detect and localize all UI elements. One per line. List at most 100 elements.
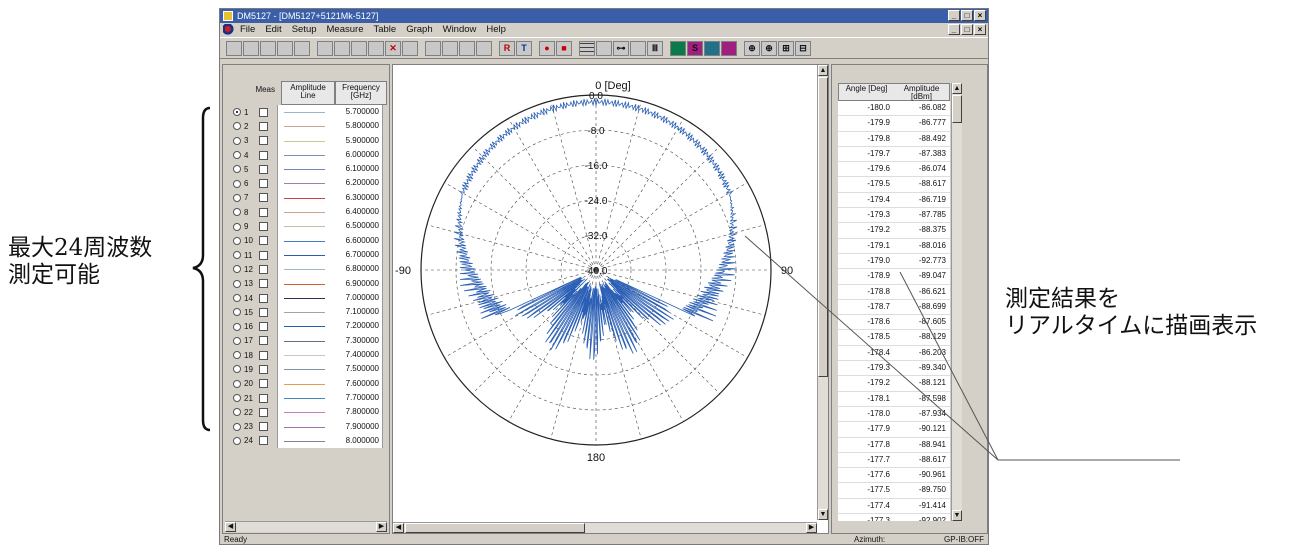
maximize-button[interactable]: □ bbox=[961, 10, 973, 21]
close-button[interactable]: × bbox=[974, 10, 986, 21]
scroll-right-button[interactable]: ▶ bbox=[376, 522, 387, 532]
amplitude-line-swatch[interactable] bbox=[277, 176, 331, 191]
left-horizontal-scrollbar[interactable]: ◀ ▶ bbox=[225, 521, 387, 532]
amplitude-line-swatch[interactable] bbox=[277, 390, 331, 406]
measurement-row[interactable]: 22 7.800000 bbox=[227, 405, 387, 420]
new-icon[interactable] bbox=[226, 41, 242, 56]
open-icon[interactable] bbox=[243, 41, 259, 56]
select-radio[interactable] bbox=[233, 436, 241, 445]
table-vertical-scrollbar[interactable]: ▲ ▼ bbox=[951, 83, 962, 521]
copy-icon[interactable] bbox=[351, 41, 367, 56]
link-icon[interactable]: ⊶ bbox=[613, 41, 629, 56]
amplitude-line-swatch[interactable] bbox=[277, 190, 331, 206]
measurement-row[interactable]: 21 7.700000 bbox=[227, 390, 387, 406]
window-icon[interactable] bbox=[425, 41, 441, 56]
minimize-button[interactable]: _ bbox=[948, 10, 960, 21]
fit-icon[interactable]: ⊞ bbox=[778, 41, 794, 56]
scroll-left-button[interactable]: ◀ bbox=[225, 522, 236, 532]
r-icon[interactable]: R bbox=[499, 41, 515, 56]
amplitude-line-swatch[interactable] bbox=[277, 162, 331, 177]
measurement-row[interactable]: 9 6.500000 bbox=[227, 219, 387, 234]
doc-restore-button[interactable]: □ bbox=[961, 24, 973, 35]
measurement-row[interactable]: 3 5.900000 bbox=[227, 133, 387, 148]
select-radio[interactable] bbox=[233, 236, 241, 245]
meas-checkbox[interactable] bbox=[259, 279, 268, 289]
table-row[interactable]: -178.1 -87.598 bbox=[838, 391, 950, 407]
table-row[interactable]: -178.7 -88.699 bbox=[838, 299, 950, 316]
table-row[interactable]: -179.8 -88.492 bbox=[838, 131, 950, 147]
t-icon[interactable]: T bbox=[516, 41, 532, 56]
select-radio[interactable] bbox=[233, 351, 241, 360]
table-row[interactable]: -179.3 -89.340 bbox=[838, 361, 950, 377]
chart-icon[interactable] bbox=[704, 41, 720, 56]
s-icon[interactable]: S bbox=[687, 41, 703, 56]
select-radio[interactable] bbox=[233, 193, 241, 202]
measurement-row[interactable]: 6 6.200000 bbox=[227, 176, 387, 191]
meas-checkbox[interactable] bbox=[259, 107, 268, 117]
grid-icon[interactable] bbox=[579, 41, 595, 56]
amplitude-line-swatch[interactable] bbox=[277, 405, 331, 420]
table-row[interactable]: -179.1 -88.016 bbox=[838, 238, 950, 254]
preview-icon[interactable] bbox=[294, 41, 310, 56]
table-row[interactable]: -178.5 -88.129 bbox=[838, 330, 950, 346]
meas-checkbox[interactable] bbox=[259, 307, 268, 317]
meas-checkbox[interactable] bbox=[259, 350, 268, 360]
amplitude-line-swatch[interactable] bbox=[277, 147, 331, 163]
menu-setup[interactable]: Setup bbox=[291, 24, 317, 35]
select-radio[interactable] bbox=[233, 294, 241, 302]
measurement-row[interactable]: 2 5.800000 bbox=[227, 119, 387, 134]
select-radio[interactable] bbox=[233, 136, 241, 145]
table-row[interactable]: -177.5 -89.750 bbox=[838, 483, 950, 499]
select-radio[interactable] bbox=[233, 222, 241, 231]
table-icon[interactable] bbox=[402, 41, 418, 56]
select-radio[interactable] bbox=[233, 208, 241, 217]
table-row[interactable]: -178.4 -86.203 bbox=[838, 345, 950, 362]
measurement-row[interactable]: 1 5.700000 bbox=[227, 105, 387, 120]
select-radio[interactable] bbox=[233, 408, 241, 417]
plot-scroll-left-button[interactable]: ◀ bbox=[393, 523, 404, 533]
doc-close-button[interactable]: × bbox=[974, 24, 986, 35]
measurement-row[interactable]: 13 6.900000 bbox=[227, 276, 387, 291]
menu-measure[interactable]: Measure bbox=[326, 24, 364, 35]
folder-icon[interactable] bbox=[317, 41, 333, 56]
pen-icon[interactable] bbox=[334, 41, 350, 56]
measurement-row[interactable]: 24 8.000000 bbox=[227, 433, 387, 449]
select-radio[interactable] bbox=[233, 336, 241, 345]
meas-checkbox[interactable] bbox=[259, 436, 268, 446]
scroll-up-button[interactable]: ▲ bbox=[818, 65, 828, 76]
table-row[interactable]: -178.0 -87.934 bbox=[838, 406, 950, 423]
select-radio[interactable] bbox=[233, 151, 241, 160]
select-radio[interactable] bbox=[233, 394, 241, 403]
table-row[interactable]: -179.6 -86.074 bbox=[838, 162, 950, 178]
delete-icon[interactable]: ✕ bbox=[385, 41, 401, 56]
select-radio[interactable] bbox=[233, 279, 241, 288]
meas-checkbox[interactable] bbox=[259, 364, 268, 374]
measurement-row[interactable]: 4 6.000000 bbox=[227, 147, 387, 163]
amplitude-line-header[interactable]: Amplitude Line bbox=[281, 81, 335, 105]
amplitude-header[interactable]: Amplitude [dBm] bbox=[903, 84, 940, 101]
record-icon[interactable]: ● bbox=[539, 41, 555, 56]
measurement-row[interactable]: 11 6.700000 bbox=[227, 247, 387, 263]
select-radio[interactable] bbox=[233, 122, 241, 131]
measurement-row[interactable]: 14 7.000000 bbox=[227, 290, 387, 306]
amplitude-line-swatch[interactable] bbox=[277, 276, 331, 291]
meas-checkbox[interactable] bbox=[259, 236, 268, 246]
amplitude-line-swatch[interactable] bbox=[277, 219, 331, 234]
scroll-thumb[interactable] bbox=[818, 77, 828, 377]
target2-icon[interactable]: ⊕ bbox=[761, 41, 777, 56]
table-row[interactable]: -178.6 -87.605 bbox=[838, 315, 950, 331]
table-row[interactable]: -177.9 -90.121 bbox=[838, 422, 950, 438]
meas-checkbox[interactable] bbox=[259, 422, 268, 432]
amplitude-line-swatch[interactable] bbox=[277, 205, 331, 220]
meas-checkbox[interactable] bbox=[259, 193, 268, 203]
paste-icon[interactable] bbox=[368, 41, 384, 56]
select-radio[interactable] bbox=[233, 179, 241, 188]
amplitude-line-swatch[interactable] bbox=[277, 362, 331, 377]
table-row[interactable]: -179.0 -92.773 bbox=[838, 253, 950, 270]
select-icon[interactable] bbox=[442, 41, 458, 56]
grid2-icon[interactable] bbox=[630, 41, 646, 56]
amplitude-line-swatch[interactable] bbox=[277, 105, 331, 120]
meas-checkbox[interactable] bbox=[259, 407, 268, 417]
target-icon[interactable]: ⊕ bbox=[744, 41, 760, 56]
amplitude-line-swatch[interactable] bbox=[277, 348, 331, 363]
